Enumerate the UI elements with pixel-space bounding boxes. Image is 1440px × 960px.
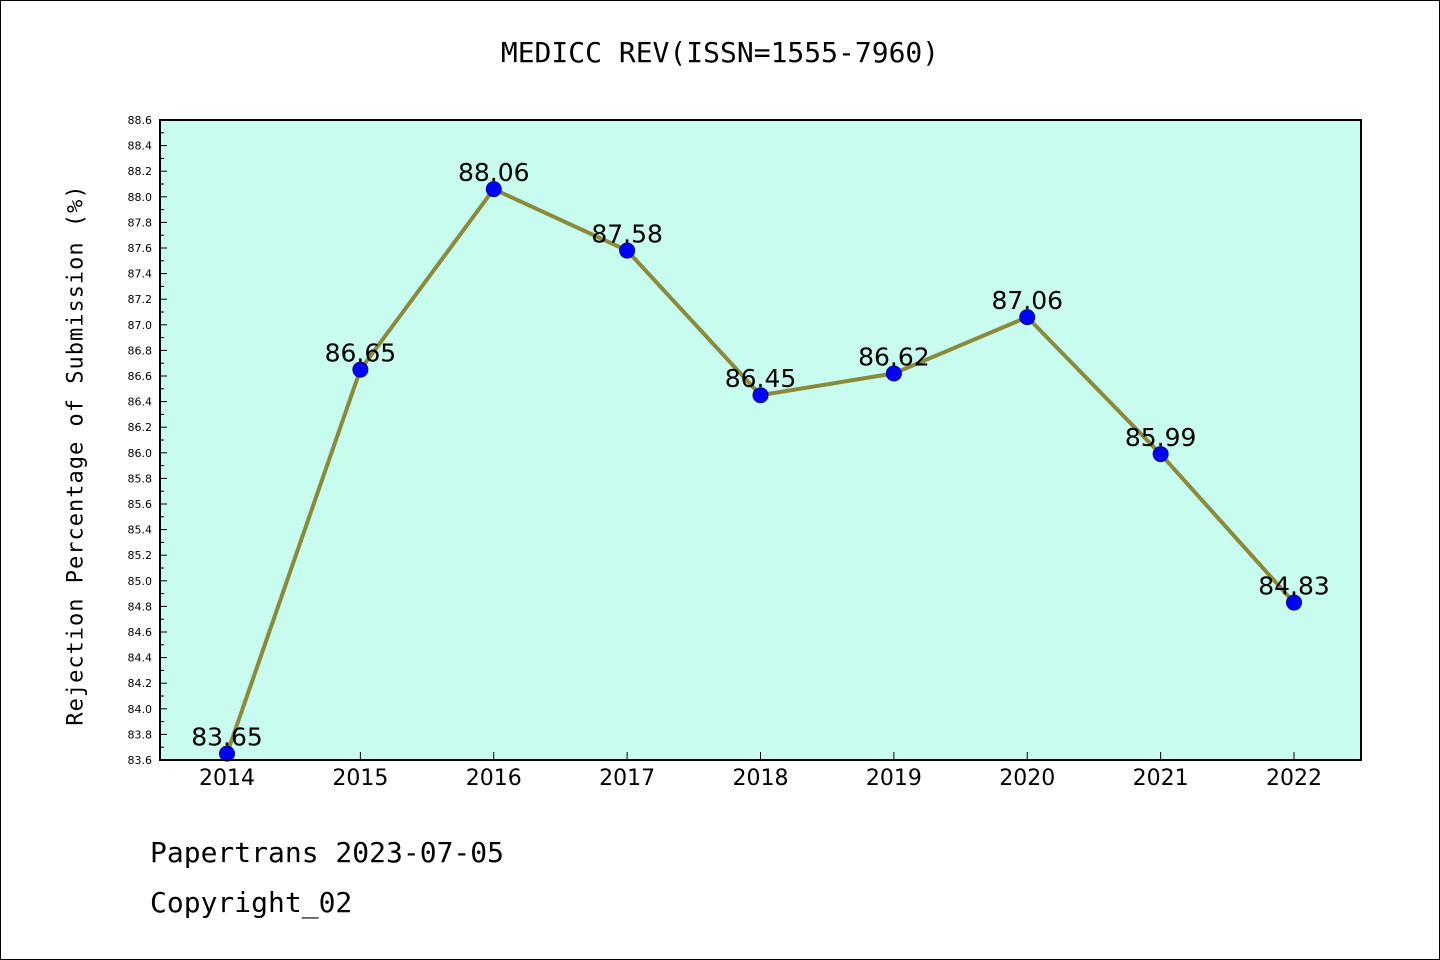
data-label: 86.62 xyxy=(858,342,930,371)
x-tick-label: 2015 xyxy=(332,766,388,791)
chart-title: MEDICC REV(ISSN=1555-7960) xyxy=(500,36,940,69)
plot-border xyxy=(159,119,1362,761)
x-axis: 2014 2015 2016 2017 2018 2019 2020 2021 2022 xyxy=(199,752,1322,791)
y-tick-label: 85.0 xyxy=(128,575,153,588)
x-tick-label: 2017 xyxy=(599,766,655,791)
x-tick-label: 2019 xyxy=(866,766,922,791)
y-tick-label: 87.8 xyxy=(128,216,153,229)
data-point xyxy=(352,361,369,378)
data-label: 83.65 xyxy=(191,723,263,752)
data-point xyxy=(1152,446,1169,463)
data-label: 84.83 xyxy=(1258,572,1330,601)
x-tick-label: 2016 xyxy=(466,766,522,791)
plot-area xyxy=(160,120,1361,760)
y-tick-label: 88.0 xyxy=(128,191,153,204)
y-axis: 83.6 83.8 84.0 84.2 84.4 84.6 84.8 85.0 85.2 85.4… xyxy=(128,114,167,767)
x-tick-label: 2021 xyxy=(1133,766,1189,791)
series-group: 83.65 86.65 88.06 87.58 86.45 86.62 87.06 85.99… xyxy=(191,158,1330,762)
footer-copyright: Copyright_02 xyxy=(150,886,353,919)
y-tick-label: 84.2 xyxy=(128,677,153,690)
y-tick-label: 85.2 xyxy=(128,549,153,562)
y-tick-label: 83.6 xyxy=(128,754,153,767)
data-point xyxy=(885,365,902,382)
data-point xyxy=(1019,309,1036,326)
data-point xyxy=(619,242,636,259)
data-label: 87.58 xyxy=(591,220,663,249)
x-tick-label: 2014 xyxy=(199,766,255,791)
y-tick-label: 85.6 xyxy=(128,498,153,511)
y-tick-label: 84.8 xyxy=(128,600,153,613)
y-tick-label: 83.8 xyxy=(128,728,153,741)
y-tick-label: 84.6 xyxy=(128,626,153,639)
y-tick-label: 87.0 xyxy=(128,319,153,332)
footer-date: Papertrans 2023-07-05 xyxy=(150,836,505,869)
data-point xyxy=(752,387,769,404)
y-tick-label: 87.6 xyxy=(128,242,153,255)
y-tick-label: 86.8 xyxy=(128,344,153,357)
y-tick-label: 86.2 xyxy=(128,421,153,434)
data-label: 86.45 xyxy=(725,364,797,393)
y-tick-label: 85.8 xyxy=(128,472,153,485)
y-tick-label: 86.4 xyxy=(128,396,153,409)
data-point xyxy=(219,745,235,762)
x-tick-label: 2018 xyxy=(733,766,789,791)
x-tick-label: 2022 xyxy=(1266,766,1322,791)
y-tick-label: 88.2 xyxy=(128,165,153,178)
data-label: 85.99 xyxy=(1125,423,1197,452)
y-tick-label: 87.2 xyxy=(128,293,153,306)
y-tick-label: 84.4 xyxy=(128,652,153,665)
data-label: 88.06 xyxy=(458,158,530,187)
y-tick-label: 87.4 xyxy=(128,268,153,281)
data-label: 87.06 xyxy=(991,286,1063,315)
y-tick-label: 88.6 xyxy=(128,114,153,127)
y-tick-label: 84.0 xyxy=(128,703,153,716)
y-tick-label: 86.6 xyxy=(128,370,153,383)
x-tick-label: 2020 xyxy=(999,766,1055,791)
y-tick-label: 86.0 xyxy=(128,447,153,460)
data-point xyxy=(1286,594,1302,611)
data-point xyxy=(485,181,502,198)
y-tick-label: 85.4 xyxy=(128,524,153,537)
y-tick-label: 88.4 xyxy=(128,140,153,153)
data-label: 86.65 xyxy=(325,339,397,368)
